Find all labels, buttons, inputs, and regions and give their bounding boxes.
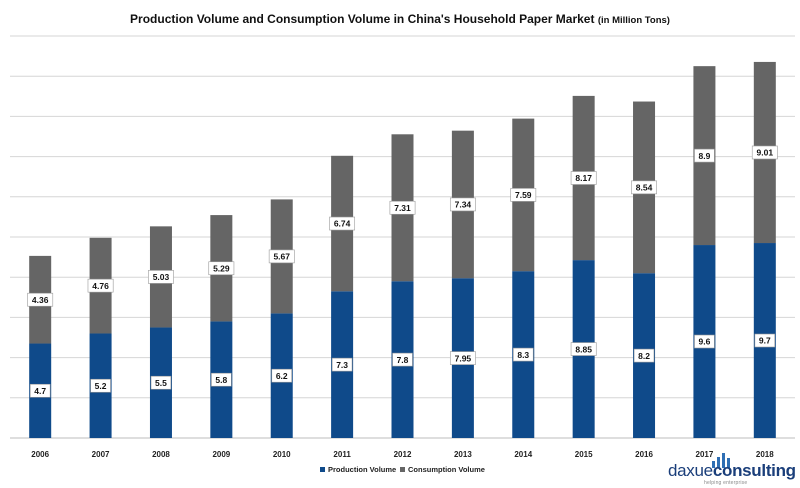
value-label-production: 7.8: [397, 355, 409, 365]
value-label-production: 7.3: [336, 360, 348, 370]
chart-title: Production Volume and Consumption Volume…: [0, 12, 800, 26]
value-label-production: 5.2: [95, 381, 107, 391]
legend-swatch: [320, 467, 325, 472]
value-label-box-consumption: [449, 197, 476, 212]
value-label-consumption: 4.76: [92, 281, 109, 291]
bars: [29, 61, 776, 438]
x-tick-label: 2009: [212, 450, 230, 459]
value-label-box-production: [392, 352, 413, 367]
value-label-production: 9.6: [699, 337, 711, 347]
logo-bars-icon: [712, 453, 730, 468]
legend-label: Production Volume: [328, 465, 396, 474]
value-label-consumption: 6.74: [334, 219, 351, 229]
value-label-box-consumption: [268, 249, 295, 264]
value-label-consumption: 7.31: [394, 203, 411, 213]
value-label-box-consumption: [27, 292, 54, 307]
value-label-consumption: 5.67: [273, 252, 290, 262]
value-labels: 4.7 4.36 5.2 4.76 5.5 5.03 5.8 5.29 6.2 5.67 7.3 6.…: [27, 145, 778, 398]
value-label-box-production: [150, 375, 172, 390]
value-label-consumption: 5.03: [153, 272, 170, 282]
value-label-consumption: 4.36: [32, 295, 49, 305]
value-label-box-production: [754, 333, 776, 348]
x-tick-label: 2016: [635, 450, 653, 459]
value-label-box-consumption: [87, 278, 114, 293]
value-label-production: 8.2: [638, 351, 650, 361]
value-label-box-production: [694, 334, 715, 349]
daxue-consulting-logo: daxueconsulting helping enterprise: [668, 453, 800, 486]
x-tick-label: 2012: [394, 450, 412, 459]
value-label-consumption: 8.54: [636, 183, 653, 193]
value-label-box-consumption: [389, 200, 416, 215]
value-label-box-consumption: [694, 148, 715, 163]
value-label-consumption: 7.59: [515, 190, 532, 200]
value-label-production: 6.2: [276, 371, 288, 381]
value-label-box-production: [331, 357, 353, 372]
x-tick-label: 2018: [756, 450, 774, 459]
legend-label: Consumption Volume: [408, 465, 485, 474]
x-tick-label: 2007: [92, 450, 110, 459]
value-label-box-consumption: [510, 188, 537, 202]
value-label-box-production: [449, 351, 476, 365]
chart-title-text: Production Volume and Consumption Volume…: [130, 12, 595, 26]
chart-title-unit: (in Million Tons): [597, 15, 670, 26]
x-tick-label: 2011: [333, 450, 351, 459]
value-label-consumption: 9.01: [757, 148, 774, 158]
value-label-box-production: [570, 342, 597, 356]
value-label-box-consumption: [570, 171, 597, 185]
logo-brand-part2: consulting: [712, 461, 796, 480]
x-tick-label: 2008: [152, 450, 170, 459]
value-label-production: 4.7: [34, 386, 46, 396]
value-label-production: 7.95: [455, 353, 472, 363]
legend-swatch: [400, 467, 405, 472]
x-tick-label: 2017: [696, 450, 714, 459]
value-label-consumption: 5.29: [213, 263, 230, 273]
x-tick-label: 2014: [514, 450, 532, 459]
value-label-production: 8.3: [517, 350, 529, 360]
value-label-box-production: [513, 347, 534, 362]
x-tick-label: 2006: [31, 450, 49, 459]
value-label-production: 5.5: [155, 378, 167, 388]
legend: Production Volume Consumption Volume: [320, 465, 485, 474]
logo-brand-part1: daxue: [668, 461, 713, 480]
value-label-production: 9.7: [759, 336, 771, 346]
value-label-production: 8.85: [575, 344, 592, 354]
value-label-box-production: [271, 368, 292, 383]
value-label-consumption: 8.17: [575, 173, 592, 183]
value-label-box-consumption: [148, 270, 174, 284]
value-label-box-consumption: [631, 180, 657, 195]
x-tick-label: 2015: [575, 450, 593, 459]
value-label-box-production: [90, 378, 111, 393]
value-label-box-consumption: [329, 216, 356, 231]
x-tick-label: 2010: [273, 450, 291, 459]
value-label-box-production: [29, 383, 51, 398]
x-axis: 2006 2007 2008 2009 2010 2011 2012 2013 2014 2015…: [31, 450, 774, 459]
logo-tagline: helping enterprise: [704, 480, 748, 486]
value-label-box-production: [211, 372, 232, 387]
value-label-consumption: 8.9: [699, 151, 711, 161]
x-tick-label: 2013: [454, 450, 472, 459]
logo-brand: daxueconsulting: [668, 461, 796, 481]
value-label-box-consumption: [751, 145, 778, 160]
value-label-consumption: 7.34: [455, 200, 472, 210]
value-label-box-production: [633, 348, 655, 363]
value-label-box-consumption: [208, 261, 235, 276]
value-label-production: 5.8: [215, 375, 227, 385]
